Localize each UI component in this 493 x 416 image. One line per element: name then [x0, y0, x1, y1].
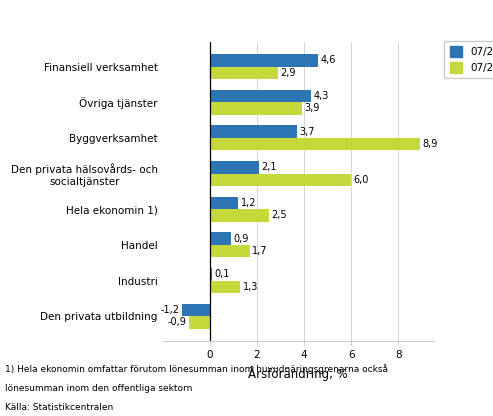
Bar [210, 102, 302, 115]
Text: 8,9: 8,9 [422, 139, 437, 149]
X-axis label: Årsförändring, %: Årsförändring, % [248, 366, 348, 381]
Text: 3,9: 3,9 [304, 104, 319, 114]
Text: 1,7: 1,7 [252, 246, 268, 256]
Bar [181, 304, 210, 316]
Text: 4,3: 4,3 [314, 91, 329, 101]
Bar [210, 173, 352, 186]
Bar [210, 268, 212, 280]
Text: 3,7: 3,7 [299, 126, 315, 136]
Text: 1,2: 1,2 [241, 198, 256, 208]
Text: 0,1: 0,1 [214, 269, 230, 279]
Bar [210, 245, 250, 258]
Bar [210, 54, 318, 67]
Text: 2,9: 2,9 [281, 68, 296, 78]
Text: 4,6: 4,6 [320, 55, 336, 65]
Bar [189, 316, 210, 329]
Text: -1,2: -1,2 [160, 305, 179, 315]
Text: -0,9: -0,9 [168, 317, 186, 327]
Text: 0,9: 0,9 [233, 234, 249, 244]
Bar [210, 90, 311, 102]
Text: 6,0: 6,0 [353, 175, 369, 185]
Text: 2,1: 2,1 [262, 162, 277, 172]
Bar [210, 233, 231, 245]
Text: lönesumman inom den offentliga sektorn: lönesumman inom den offentliga sektorn [5, 384, 192, 393]
Legend: 07/2017-09/2017, 07/2016-09/2016: 07/2017-09/2017, 07/2016-09/2016 [445, 41, 493, 78]
Text: Källa: Statistikcentralen: Källa: Statistikcentralen [5, 403, 113, 412]
Bar [210, 161, 259, 173]
Text: 2,5: 2,5 [271, 210, 287, 220]
Bar [210, 138, 420, 150]
Bar [210, 209, 269, 222]
Bar [210, 197, 238, 209]
Bar [210, 67, 278, 79]
Text: 1,3: 1,3 [243, 282, 258, 292]
Bar [210, 280, 241, 293]
Text: 1) Hela ekonomin omfattar förutom lönesumman inom huvudnäringsgrenarna också: 1) Hela ekonomin omfattar förutom lönesu… [5, 364, 388, 374]
Bar [210, 125, 297, 138]
